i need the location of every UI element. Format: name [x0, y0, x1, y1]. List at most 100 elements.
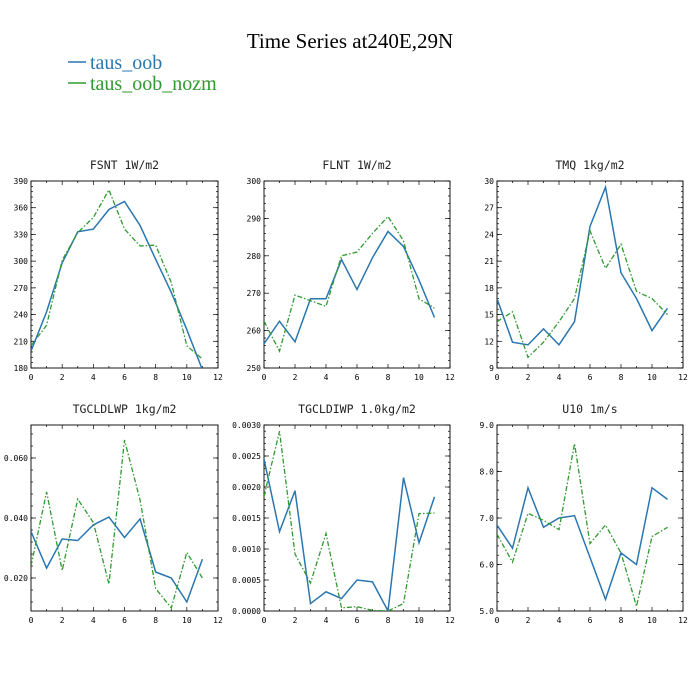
y-tick-label: 240: [14, 311, 29, 320]
y-tick-label: 0.0020: [232, 483, 261, 492]
x-tick-label: 10: [182, 616, 192, 625]
plot-frame: [263, 424, 451, 612]
x-tick-label: 10: [647, 373, 657, 382]
x-tick-label: 8: [619, 373, 624, 382]
panel-title: TGCLDLWP 1kg/m2: [73, 402, 177, 416]
x-tick-label: 6: [588, 373, 593, 382]
x-tick-label: 0: [262, 616, 267, 625]
x-tick-label: 4: [91, 373, 96, 382]
panel-6: U10 1m/s 0 2 4 6 8 10 12 5.0 6.0 7.0 8.0 9.0: [480, 402, 688, 625]
y-tick-label: 330: [14, 230, 29, 239]
x-tick-label: 2: [526, 616, 531, 625]
y-tick-label: 300: [247, 177, 262, 186]
y-tick-label: 30: [484, 177, 494, 186]
y-tick-label: 0.0005: [232, 576, 261, 585]
y-tick-label: 5.0: [480, 607, 495, 616]
y-tick-label: 15: [484, 311, 494, 320]
x-tick-label: 8: [153, 616, 158, 625]
panel-title: TGCLDIWP 1.0kg/m2: [298, 402, 416, 416]
series-line-taus-oob: [264, 458, 436, 611]
y-tick-label: 0.0000: [232, 607, 261, 616]
y-tick-label: 24: [484, 230, 494, 239]
plot-frame: [263, 180, 451, 369]
figure-title: Time Series at240E,29N: [247, 29, 453, 53]
series-line-taus-oob-nozm: [31, 439, 203, 610]
series-line-taus-oob: [497, 485, 668, 602]
x-tick-label: 8: [386, 616, 391, 625]
y-tick-label: 9: [489, 364, 494, 373]
y-tick-label: 360: [14, 204, 29, 213]
x-tick-label: 12: [213, 616, 223, 625]
y-tick-label: 21: [484, 257, 494, 266]
x-tick-label: 6: [355, 373, 360, 382]
series-line-taus-oob-nozm: [264, 215, 435, 353]
x-tick-label: 2: [293, 616, 298, 625]
y-tick-label: 260: [247, 327, 262, 336]
x-tick-label: 0: [262, 373, 267, 382]
x-tick-label: 10: [414, 616, 424, 625]
x-tick-label: 6: [122, 616, 127, 625]
legend-label-taus-oob: taus_oob: [90, 52, 162, 74]
y-tick-label: 390: [14, 177, 29, 186]
y-tick-label: 0.0025: [232, 452, 261, 461]
y-tick-label: 0.040: [4, 514, 28, 523]
x-tick-label: 10: [647, 616, 657, 625]
y-tick-label: 18: [484, 284, 494, 293]
x-tick-label: 10: [182, 373, 192, 382]
legend-label-taus-oob-nozm: taus_oob_nozm: [90, 73, 217, 95]
x-tick-label: 8: [153, 373, 158, 382]
plot-frame: [496, 424, 684, 612]
y-tick-label: 290: [247, 214, 262, 223]
y-tick-label: 250: [247, 364, 262, 373]
y-tick-label: 0.060: [4, 454, 28, 463]
x-tick-label: 10: [414, 373, 424, 382]
x-tick-label: 12: [678, 373, 688, 382]
panel-5: TGCLDIWP 1.0kg/m2 0 2 4 6 8 10 12 0.0000 0.0005 0.…: [232, 402, 455, 625]
y-tick-label: 0.0015: [232, 514, 261, 523]
x-tick-label: 6: [355, 616, 360, 625]
panel-title: FLNT 1W/m2: [322, 158, 391, 172]
y-tick-label: 8.0: [480, 468, 495, 477]
series-line-taus-oob-nozm: [497, 443, 668, 607]
x-tick-label: 0: [495, 373, 500, 382]
series-line-taus-oob-nozm: [497, 228, 668, 359]
plot-frame: [30, 424, 219, 612]
legend: taus_oob taus_oob_nozm: [68, 52, 217, 95]
x-tick-label: 4: [557, 616, 562, 625]
series-line-taus-oob: [497, 184, 669, 347]
panel-1: FSNT 1W/m2 0 2 4 6 8 10 12 180 210 240 270 300 330 360…: [14, 158, 223, 382]
x-tick-label: 8: [619, 616, 624, 625]
x-tick-label: 4: [324, 373, 329, 382]
x-tick-label: 12: [678, 616, 688, 625]
y-tick-label: 7.0: [480, 514, 495, 523]
panel-title: FSNT 1W/m2: [90, 158, 159, 172]
y-tick-label: 27: [484, 204, 494, 213]
x-tick-label: 2: [293, 373, 298, 382]
series-line-taus-oob-nozm: [31, 188, 203, 360]
series-line-taus-oob: [31, 516, 204, 604]
x-tick-label: 0: [29, 616, 34, 625]
x-tick-label: 6: [588, 616, 593, 625]
y-tick-label: 280: [247, 252, 262, 261]
y-tick-label: 6.0: [480, 561, 495, 570]
x-tick-label: 4: [557, 373, 562, 382]
series-line-taus-oob: [264, 230, 436, 345]
y-tick-label: 300: [14, 257, 29, 266]
series-line-taus-oob-nozm: [264, 431, 435, 611]
x-tick-label: 4: [324, 616, 329, 625]
x-tick-label: 8: [386, 373, 391, 382]
y-tick-label: 0.0010: [232, 545, 261, 554]
x-tick-label: 12: [213, 373, 223, 382]
y-tick-label: 270: [14, 284, 29, 293]
panel-title: U10 1m/s: [562, 402, 617, 416]
x-tick-label: 2: [60, 373, 65, 382]
y-tick-label: 12: [484, 337, 494, 346]
x-tick-label: 12: [445, 373, 455, 382]
y-tick-label: 180: [14, 364, 29, 373]
x-tick-label: 2: [526, 373, 531, 382]
x-tick-label: 0: [29, 373, 34, 382]
x-tick-label: 6: [122, 373, 127, 382]
y-tick-label: 0.020: [4, 574, 28, 583]
